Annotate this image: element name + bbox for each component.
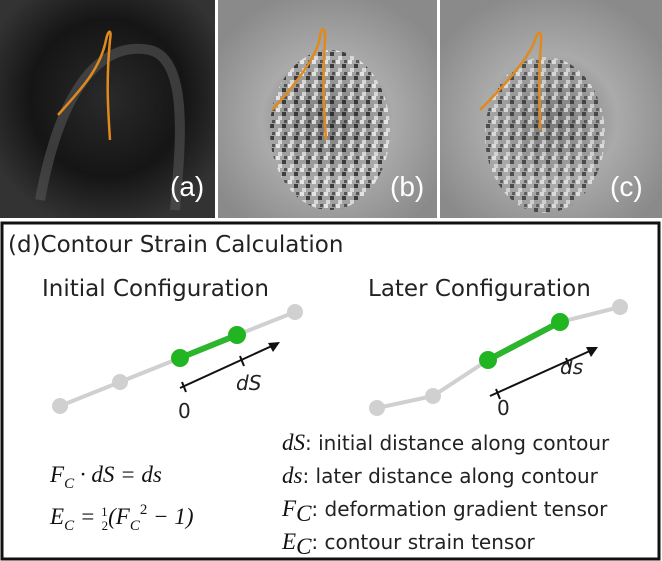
length-label: ds — [560, 355, 583, 379]
length-label: dS — [236, 371, 262, 395]
panel-c: (c) — [440, 0, 662, 218]
legend-entry: ds: later distance along contour — [282, 463, 599, 488]
panel-label: (c) — [610, 171, 643, 202]
panel-label: (a) — [170, 171, 204, 202]
origin-label: 0 — [178, 399, 191, 423]
panel-label: (b) — [390, 171, 424, 202]
origin-label: 0 — [497, 396, 510, 420]
diagram-title: (d)Contour Strain Calculation — [8, 232, 343, 258]
legend-entry: dS: initial distance along contour — [282, 430, 610, 455]
panel-a: (a) — [0, 0, 215, 218]
figure: (a) (b) (c) (d)Contour Strain Calculatio… — [0, 0, 662, 561]
heading: Initial Configuration — [42, 276, 269, 302]
panel-b: (b) — [218, 0, 437, 218]
heading: Later Configuration — [368, 276, 591, 302]
